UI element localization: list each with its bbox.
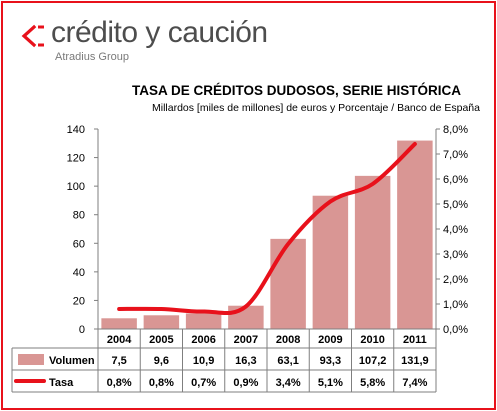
line-tasa [117, 142, 417, 316]
y-left-tick-label: 0 [79, 324, 85, 336]
table-cell-volumen: 131,9 [401, 355, 429, 367]
bar-volumen [228, 305, 264, 329]
x-category-label: 2007 [234, 334, 258, 346]
bar-volumen [270, 238, 306, 329]
bar-volumen [312, 195, 349, 329]
x-category-label: 2008 [276, 334, 300, 346]
y-left-tick-label: 20 [73, 295, 85, 307]
table-cell-volumen: 93,3 [320, 355, 341, 367]
bar-volumen [185, 313, 222, 329]
table-cell-volumen: 16,3 [235, 355, 256, 367]
y-right-tick-label: 5,0% [443, 199, 468, 211]
y-right-tick-label: 1,0% [443, 299, 468, 311]
y-right-tick-label: 7,0% [443, 149, 468, 161]
y-left-tick-label: 100 [67, 181, 85, 193]
table-cell-volumen: 107,2 [359, 355, 387, 367]
table-cell-tasa: 0,8% [149, 377, 174, 389]
table-cell-volumen: 9,6 [154, 355, 169, 367]
table-cell-tasa: 0,8% [107, 377, 132, 389]
x-category-label: 2010 [360, 334, 384, 346]
table-cell-tasa: 3,4% [276, 377, 301, 389]
brand-chevron-icon [21, 24, 44, 48]
table-cell-tasa: 0,7% [191, 377, 216, 389]
x-category-label: 2005 [149, 334, 173, 346]
y-right-tick-label: 0,0% [443, 324, 468, 336]
x-category-label: 2006 [191, 334, 215, 346]
table-cell-tasa: 7,4% [402, 377, 427, 389]
x-category-label: 2009 [318, 334, 342, 346]
brand-group: Atradius Group [55, 51, 129, 63]
table-cell-tasa: 5,1% [318, 377, 343, 389]
y-right-tick-label: 3,0% [443, 249, 468, 261]
table-cell-volumen: 7,5 [111, 355, 126, 367]
bar-volumen [101, 318, 137, 329]
y-left-tick-label: 120 [67, 153, 85, 165]
table-cell-volumen: 63,1 [277, 355, 298, 367]
legend-label-tasa: Tasa [49, 377, 74, 389]
table-cell-tasa: 5,8% [360, 377, 385, 389]
bar-volumen [354, 175, 391, 329]
y-right-tick-label: 4,0% [443, 224, 468, 236]
table-cell-volumen: 10,9 [193, 355, 214, 367]
legend-label-volumen: Volumen [49, 355, 95, 367]
chart-subtitle: Millardos [miles de millones] de euros y… [151, 102, 480, 114]
x-category-label: 2004 [107, 334, 132, 346]
y-left-tick-label: 40 [73, 267, 85, 279]
table-cell-tasa: 0,9% [233, 377, 258, 389]
y-right-tick-label: 8,0% [443, 124, 468, 136]
legend-key-volumen [18, 354, 44, 365]
y-right-tick-label: 2,0% [443, 274, 468, 286]
chart-title: TASA DE CRÉDITOS DUDOSOS, SERIE HISTÓRIC… [131, 83, 461, 98]
bar-volumen [397, 140, 433, 329]
y-left-tick-label: 80 [73, 210, 85, 222]
y-left-tick-label: 140 [67, 124, 85, 136]
y-left-tick-label: 60 [73, 238, 85, 250]
x-category-label: 2011 [403, 334, 427, 346]
y-right-tick-label: 6,0% [443, 174, 468, 186]
brand-name: crédito y caución [51, 16, 268, 49]
bar-volumen [143, 315, 180, 329]
